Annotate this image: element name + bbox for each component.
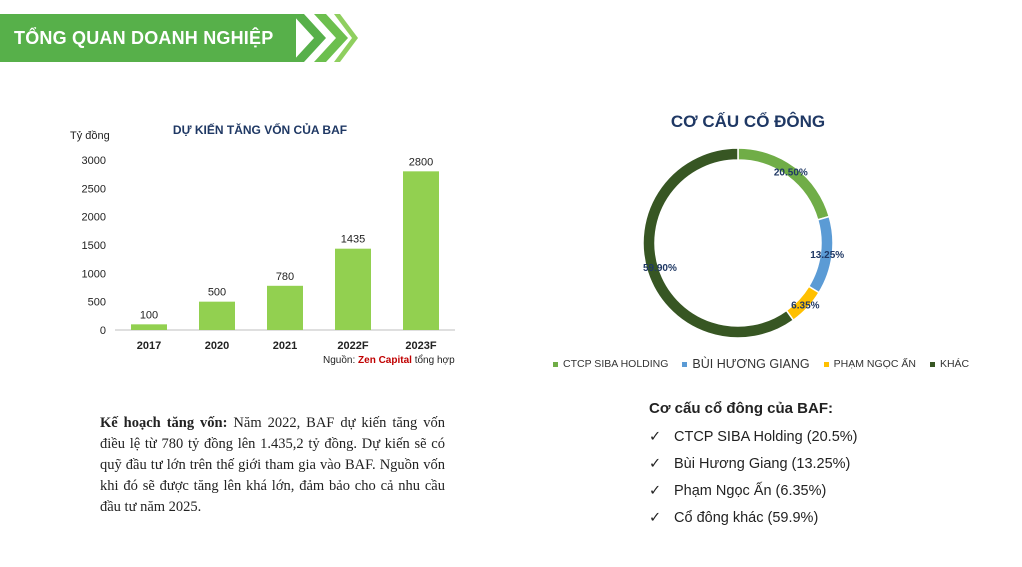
bar-data-label: 500	[208, 287, 226, 299]
bar-2017	[131, 324, 167, 330]
bar-2022F	[335, 248, 371, 330]
source-suffix: tổng hợp	[414, 355, 455, 366]
y-tick-label: 1500	[82, 240, 106, 252]
check-icon: ✓	[649, 429, 662, 445]
donut-data-label: 20.50%	[774, 168, 808, 179]
donut-data-label: 59.90%	[643, 263, 677, 274]
structure-list: ✓ CTCP SIBA Holding (20.5%) ✓ Bùi Hương Gi…	[649, 424, 857, 532]
structure-title: Cơ cấu cổ đông của BAF:	[649, 400, 834, 417]
bar-chart-title: DỰ KIẾN TĂNG VỐN CỦA BAF	[172, 123, 348, 137]
bar-data-label: 2800	[409, 156, 433, 168]
structure-item-text: Phạm Ngọc Ấn (6.35%)	[674, 483, 827, 499]
legend-swatch-an	[823, 361, 829, 367]
structure-item-text: CTCP SIBA Holding (20.5%)	[674, 429, 858, 445]
bar-2020	[199, 301, 235, 330]
donut-chart: 20.50% 13.25% 6.35% 59.90%	[642, 147, 844, 339]
y-tick-label: 0	[100, 325, 106, 337]
check-icon: ✓	[649, 483, 662, 499]
bar-chart: 0 500 1000 1500 2000 2500 3000 100 2017 500 2020 78…	[82, 155, 455, 352]
y-tick-label: 2500	[82, 183, 106, 195]
x-tick-label: 2022F	[337, 340, 368, 352]
structure-item-text: Cổ đông khác (59.9%)	[674, 510, 819, 526]
bar-data-label: 100	[140, 309, 158, 321]
x-tick-label: 2017	[137, 340, 161, 352]
y-tick-label: 2000	[82, 212, 106, 224]
legend-swatch-giang	[682, 361, 688, 367]
legend-item-an: PHẠM NGỌC ẤN	[823, 358, 916, 370]
legend-label-siba: CTCP SIBA HOLDING	[563, 358, 669, 370]
bar-2021	[267, 285, 303, 330]
capital-plan-description: Kế hoạch tăng vốn: Năm 2022, BAF dự kiến…	[100, 413, 445, 518]
structure-item-text: Bùi Hương Giang (13.25%)	[674, 456, 851, 472]
chevron-arrows-icon	[292, 14, 358, 62]
y-tick-label: 1000	[82, 268, 106, 280]
section-banner: TỔNG QUAN DOANH NGHIỆP	[0, 14, 296, 62]
legend-item-giang: BÙI HƯƠNG GIANG	[682, 357, 810, 371]
legend-item-siba: CTCP SIBA HOLDING	[553, 358, 668, 370]
donut-data-label: 13.25%	[810, 250, 844, 261]
legend-swatch-siba	[553, 361, 558, 367]
capital-plan-text: Năm 2022, BAF dự kiến tăng vốn điều lệ t…	[100, 415, 445, 515]
list-item: ✓ Bùi Hương Giang (13.25%)	[649, 451, 857, 478]
y-tick-label: 500	[88, 297, 106, 309]
section-title: TỔNG QUAN DOANH NGHIỆP	[14, 28, 274, 48]
capital-plan-label: Kế hoạch tăng vốn:	[100, 415, 228, 431]
bar-chart-ylabel: Tỷ đồng	[70, 130, 110, 142]
donut-legend: CTCP SIBA HOLDING BÙI HƯƠNG GIANG PHẠM N…	[553, 357, 983, 371]
x-tick-label: 2020	[205, 340, 229, 352]
source-brand: Zen Capital	[358, 355, 412, 366]
legend-swatch-khac	[929, 361, 935, 367]
bar-2023F	[403, 171, 439, 330]
check-icon: ✓	[649, 456, 662, 472]
donut-slice-3	[642, 147, 795, 339]
legend-label-giang: BÙI HƯƠNG GIANG	[692, 357, 810, 371]
legend-label-khac: KHÁC	[939, 358, 970, 370]
y-tick-label: 3000	[82, 155, 106, 167]
legend-label-an: PHẠM NGỌC ẤN	[833, 358, 916, 370]
donut-chart-title: CƠ CẤU CỔ ĐÔNG	[670, 112, 826, 131]
list-item: ✓ Phạm Ngọc Ấn (6.35%)	[649, 478, 857, 505]
list-item: ✓ Cổ đông khác (59.9%)	[649, 505, 857, 532]
donut-data-label: 6.35%	[791, 301, 819, 312]
legend-item-khac: KHÁC	[929, 358, 970, 370]
source-prefix: Nguồn:	[323, 355, 356, 366]
bar-data-label: 780	[276, 271, 294, 283]
x-tick-label: 2021	[273, 340, 297, 352]
bar-data-label: 1435	[341, 234, 365, 246]
x-tick-label: 2023F	[405, 340, 436, 352]
check-icon: ✓	[649, 510, 662, 526]
donut-slice-0	[737, 147, 831, 221]
list-item: ✓ CTCP SIBA Holding (20.5%)	[649, 424, 857, 451]
chart-source: Nguồn: Zen Capital tổng hợp	[323, 355, 455, 366]
